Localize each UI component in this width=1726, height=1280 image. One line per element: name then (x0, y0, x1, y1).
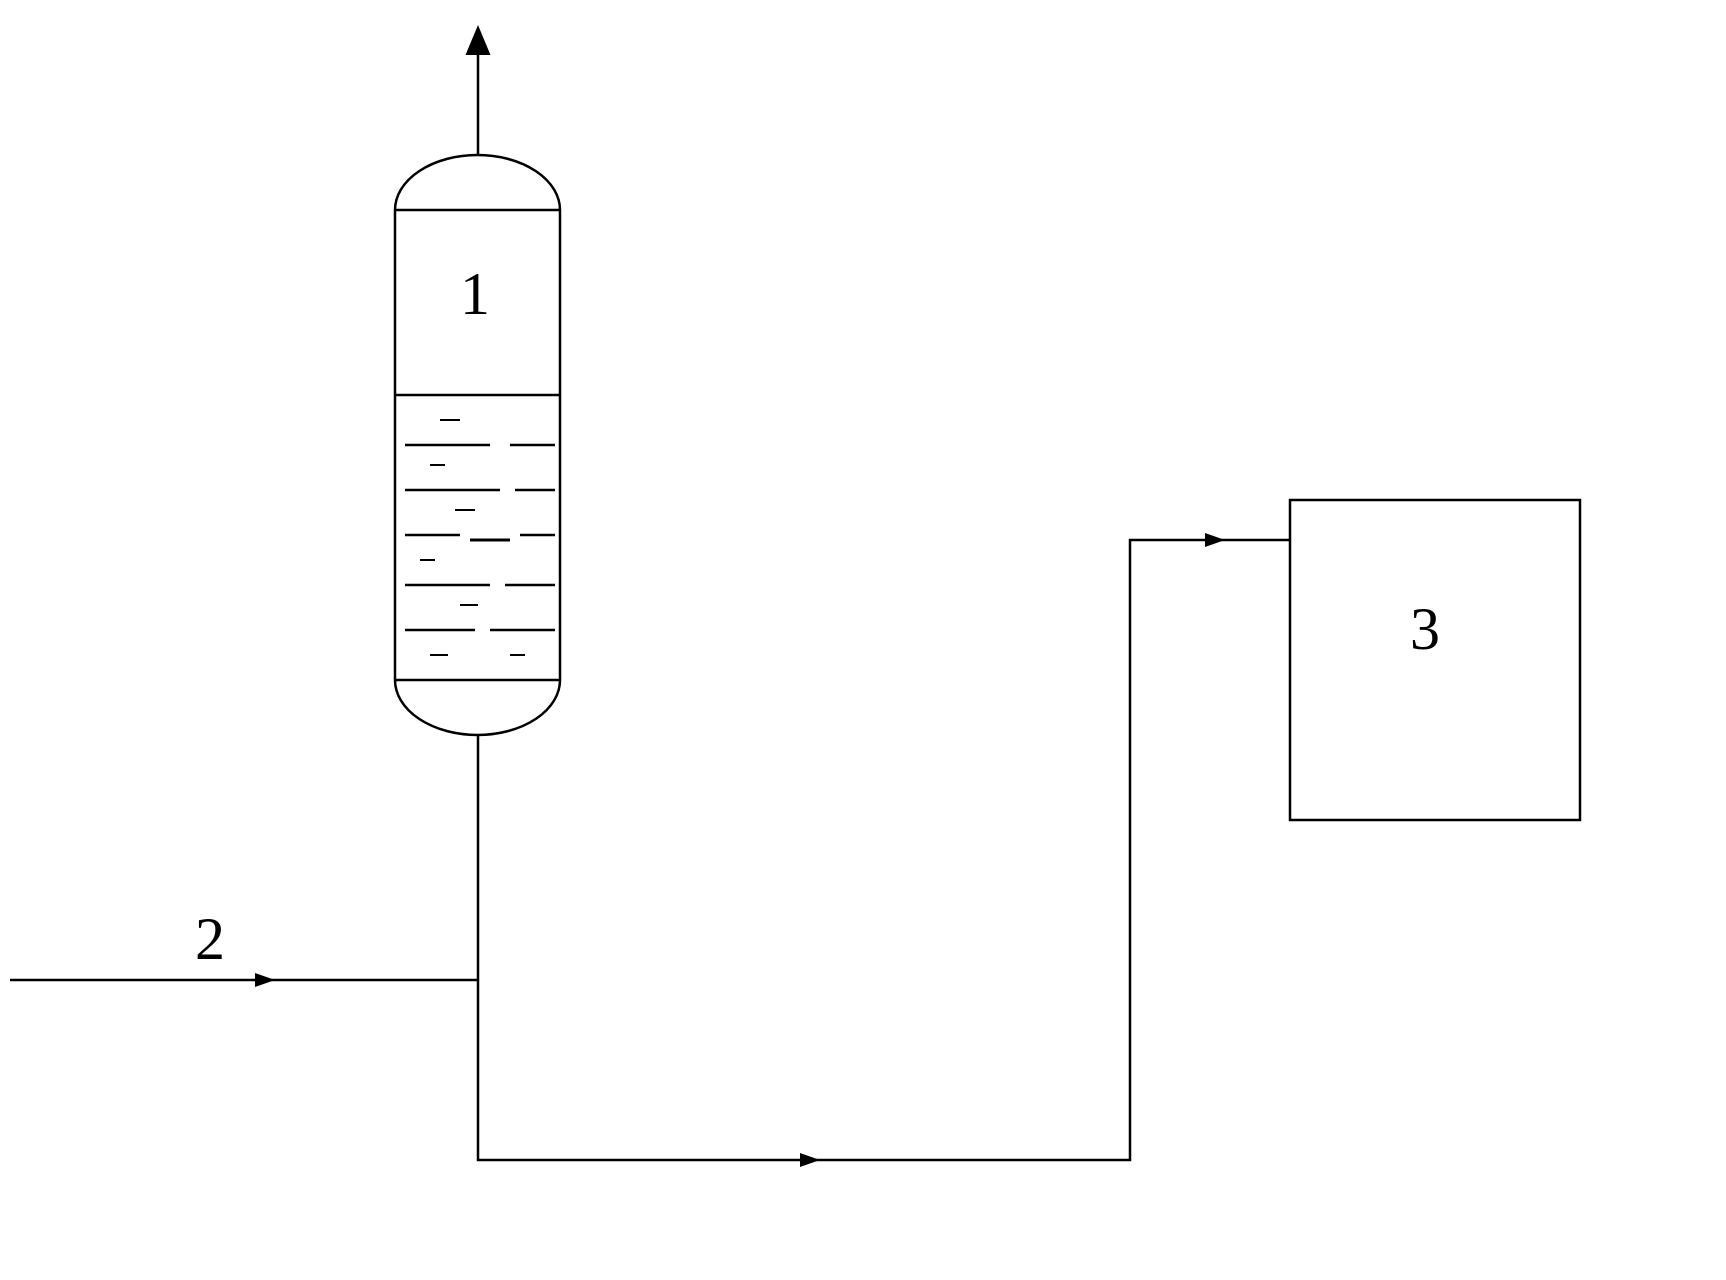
inlet-line (10, 973, 478, 987)
inlet-label: 2 (195, 905, 225, 974)
vessel-label: 1 (460, 260, 490, 329)
bottom-path (478, 533, 1290, 1167)
vessel-node (395, 155, 560, 735)
box-label: 3 (1410, 595, 1440, 664)
diagram-canvas (0, 0, 1726, 1280)
